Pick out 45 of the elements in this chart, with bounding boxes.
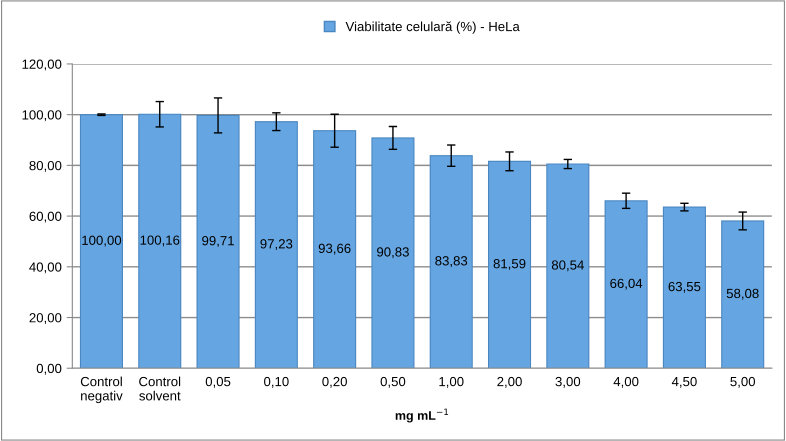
y-tick-label: 20,00: [30, 313, 62, 324]
data-label: 100,16: [140, 235, 180, 246]
x-tick-label: 4,00: [614, 376, 638, 388]
bar: [488, 160, 532, 368]
bar: [254, 121, 298, 368]
bar: [721, 220, 764, 368]
x-tick-label: 3,00: [555, 376, 580, 388]
data-label: 99,71: [202, 236, 234, 247]
x-tick-label: 0,05: [206, 376, 230, 388]
x-tick-label: 1,00: [439, 376, 464, 388]
y-tick-label: 0,00: [36, 364, 62, 375]
y-tick-label: 60,00: [30, 212, 62, 223]
data-label: 58,08: [726, 288, 759, 300]
bar: [371, 137, 414, 368]
x-tick-label: 0,50: [380, 376, 406, 388]
bar: [313, 130, 356, 368]
y-tick-label: 80,00: [29, 160, 62, 172]
data-label: 100,00: [82, 236, 122, 247]
data-label: 93,66: [318, 244, 351, 255]
x-tick-label: 0,10: [264, 376, 289, 388]
y-tick-label: 40,00: [29, 262, 62, 274]
data-label: 90,83: [377, 247, 409, 258]
x-axis-title: mg mL$^{−1}$: [396, 408, 448, 422]
x-tick-label: 4,50: [672, 376, 697, 388]
data-label: 66,04: [610, 278, 642, 290]
data-label: 97,23: [260, 239, 292, 250]
bar: [604, 200, 648, 368]
bar: [662, 206, 706, 368]
data-label: 81,59: [494, 258, 526, 270]
bar: [80, 114, 123, 368]
x-tick-label: 0,20: [322, 376, 347, 388]
x-tick-label: 5,00: [730, 376, 756, 388]
data-label: 80,54: [552, 260, 584, 272]
bar: [196, 114, 240, 368]
bar: [546, 163, 590, 368]
x-tick-label: Control solvent: [139, 376, 181, 400]
data-label: 63,55: [668, 282, 700, 293]
data-label: 83,83: [435, 256, 468, 268]
y-tick-label: 100,00: [22, 110, 62, 122]
bar: [138, 114, 182, 368]
y-tick-label: 120,00: [22, 60, 62, 70]
bar: [430, 155, 473, 368]
legend-label: Viabilitate celulară (%) - HeLa: [346, 21, 520, 34]
x-tick-label: Control negativ: [80, 376, 123, 404]
x-tick-label: 2,00: [497, 376, 522, 388]
